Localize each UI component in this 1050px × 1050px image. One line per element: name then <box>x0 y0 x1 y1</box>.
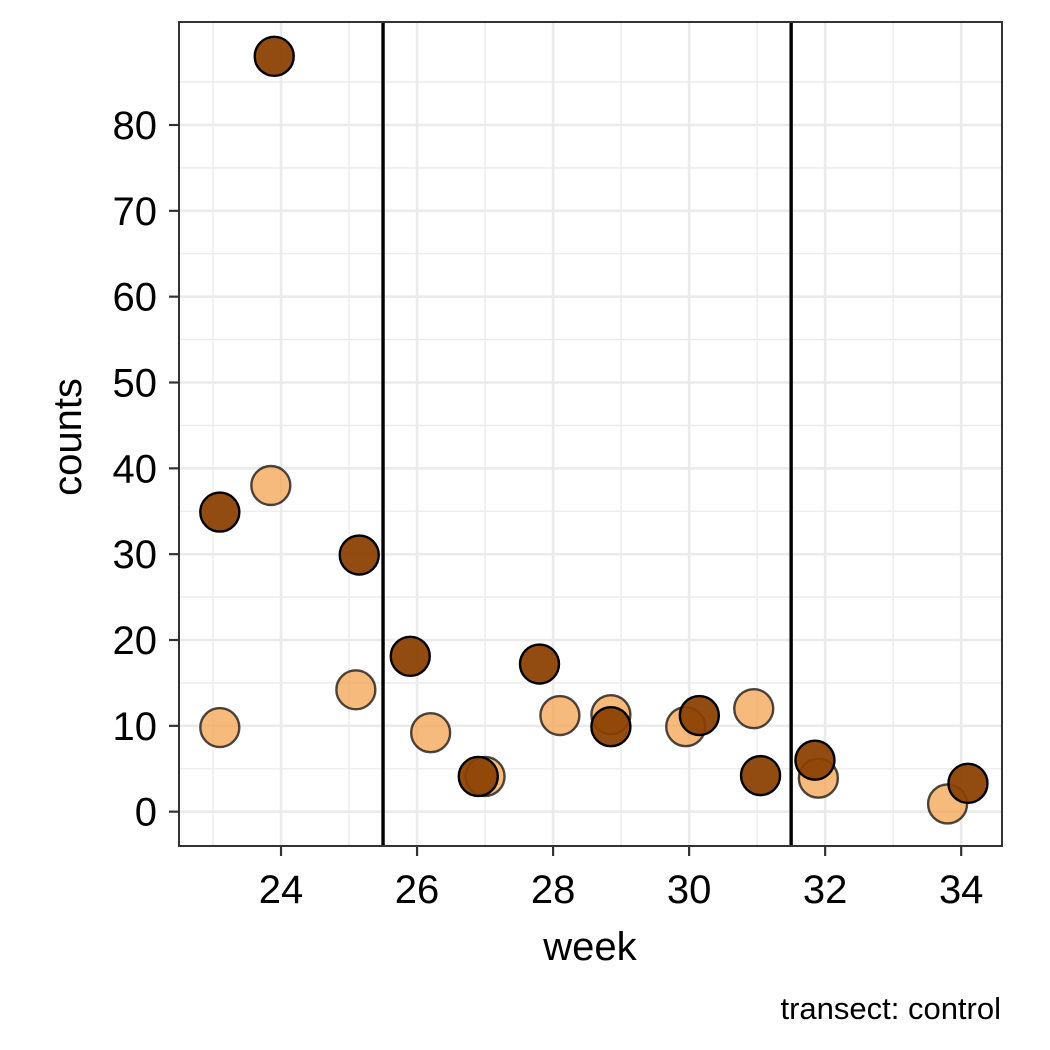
data-point <box>338 534 380 576</box>
y-tick-label: 30 <box>113 533 158 577</box>
data-point <box>457 755 499 798</box>
y-tick-label: 20 <box>113 619 158 663</box>
data-point <box>199 706 241 749</box>
y-tick-label: 60 <box>113 276 158 320</box>
data-point <box>250 464 292 507</box>
y-tick-label: 10 <box>113 705 158 749</box>
data-point <box>199 491 241 533</box>
y-axis-title: counts <box>46 378 90 496</box>
y-tick-label: 0 <box>135 791 157 835</box>
data-point <box>518 643 561 685</box>
minor-gridlines <box>179 22 1002 846</box>
data-point <box>739 754 782 797</box>
data-point <box>389 635 431 678</box>
y-tick-label: 50 <box>113 362 158 406</box>
panel-border <box>178 21 1003 847</box>
x-tick-label: 26 <box>395 868 440 912</box>
x-tick-label: 24 <box>259 868 304 912</box>
x-axis-title: week <box>542 925 637 969</box>
major-gridlines <box>179 22 1002 846</box>
x-tick-label: 28 <box>531 868 576 912</box>
y-tick-label: 70 <box>113 190 158 234</box>
reference-lines <box>381 22 793 846</box>
axis-ticks <box>169 123 963 856</box>
data-point <box>539 694 581 737</box>
chart-caption: transect: control <box>780 991 1001 1026</box>
data-point <box>253 35 295 78</box>
data-point <box>335 669 377 711</box>
x-tick-label: 34 <box>939 868 984 912</box>
data-points <box>199 35 989 825</box>
data-point <box>733 687 775 730</box>
x-tick-labels: 24 26 28 30 32 34 <box>259 868 984 912</box>
x-tick-label: 30 <box>667 868 712 912</box>
x-tick-label: 32 <box>803 868 848 912</box>
data-point <box>590 705 632 748</box>
data-point <box>794 739 836 781</box>
y-tick-label: 80 <box>113 104 158 148</box>
y-tick-labels: 0 10 20 30 40 50 60 70 80 <box>113 104 158 835</box>
data-point <box>409 712 452 754</box>
data-point <box>678 694 721 737</box>
y-tick-label: 40 <box>113 447 158 491</box>
data-point <box>947 762 989 805</box>
